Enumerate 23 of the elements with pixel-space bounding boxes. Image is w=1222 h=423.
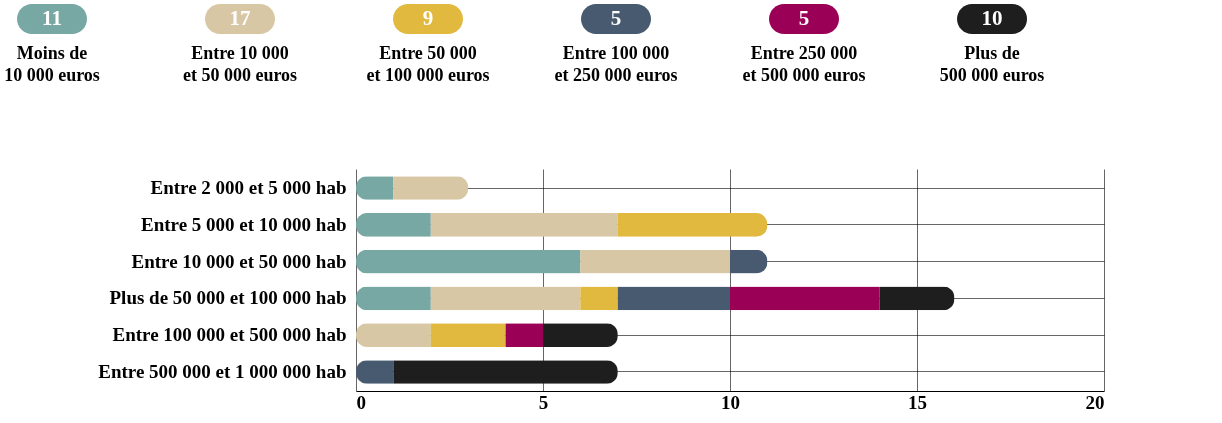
x-tick-label: 5 [538,391,549,413]
y-tick-label: Entre 100 000 et 500 000 hab [112,324,347,346]
text: 9 [422,6,434,30]
legend-label: Entre 250 000 et 500 000 euros [742,43,866,85]
y-tick-label: Plus de 50 000 et 100 000 hab [109,287,347,309]
x-tick-label: 20 [1085,391,1105,413]
legend-label: Entre 100 000 et 250 000 euros [554,43,678,85]
y-tick-label: Entre 500 000 et 1 000 000 hab [98,360,347,382]
legend-label: Plus de 500 000 euros [939,43,1045,85]
x-tick-label: 0 [356,391,366,413]
text: 17 [229,6,251,30]
legend-label: Moins de 10 000 euros [4,43,100,85]
y-tick-label: Entre 5 000 et 10 000 hab [141,213,347,235]
y-tick-label: Entre 10 000 et 50 000 hab [131,250,347,272]
y-tick-label: Entre 2 000 et 5 000 hab [150,177,347,199]
text: 10 [981,6,1003,30]
legend-label: Entre 50 000 et 100 000 euros [366,43,490,85]
x-tick-label: 15 [908,391,927,413]
text: 11 [42,6,62,30]
text: 5 [798,6,810,30]
legend-label: Entre 10 000 et 50 000 euros [182,43,298,85]
text: 5 [610,6,622,30]
x-tick-label: 10 [721,391,740,413]
